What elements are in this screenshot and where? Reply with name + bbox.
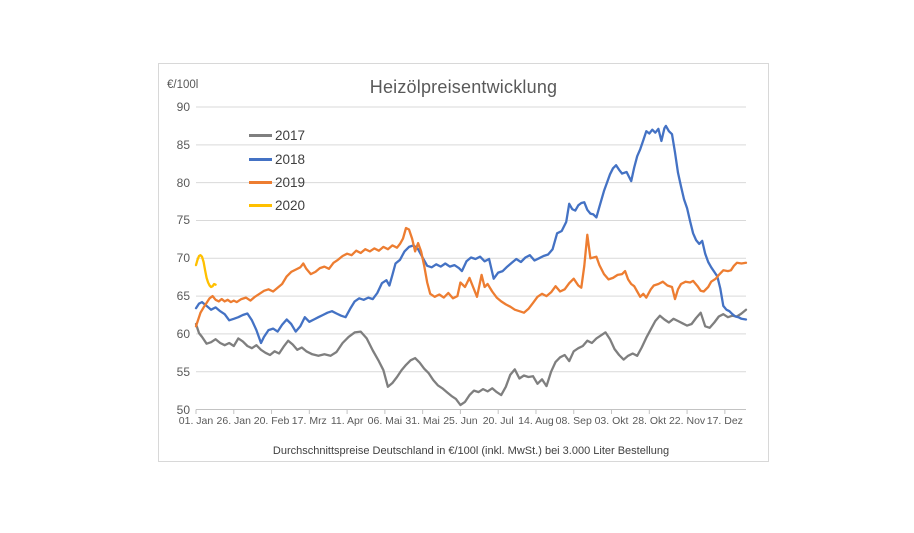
legend-line-swatch-2019 xyxy=(249,180,272,184)
series-line-2020 xyxy=(194,254,217,289)
y-tick-label: 75 xyxy=(176,213,190,228)
x-tick-label: 11. Apr xyxy=(330,415,364,427)
y-tick-label: 90 xyxy=(176,100,190,114)
chart-title: Heizölpreisentwicklung xyxy=(369,77,558,97)
legend-item-2018: 2018 xyxy=(249,147,305,170)
series-line-2018 xyxy=(194,124,748,345)
x-tick-label: 31. Mai xyxy=(405,415,440,427)
x-tick-label: 20. Feb xyxy=(253,415,290,427)
x-tick-label: 22. Nov xyxy=(668,415,706,427)
x-tick-label: 14. Aug xyxy=(518,415,554,427)
legend-item-2019: 2019 xyxy=(249,171,305,194)
x-tick-label: 01. Jan xyxy=(178,415,214,427)
y-tick-label: 65 xyxy=(176,289,190,304)
legend: 2017 2018 2019 2020 xyxy=(249,124,305,218)
y-tick-label: 85 xyxy=(176,137,190,152)
x-tick-label: 08. Sep xyxy=(555,415,592,427)
legend-label: 2017 xyxy=(275,128,306,144)
series-line-2019 xyxy=(194,226,748,328)
y-axis-unit-label: €/100l xyxy=(167,79,199,91)
legend-item-2017: 2017 xyxy=(249,124,305,147)
series-line-2017 xyxy=(194,308,748,407)
x-tick-label: 06. Mai xyxy=(367,415,403,427)
legend-line-swatch-2017 xyxy=(249,134,272,138)
legend-item-2020: 2020 xyxy=(249,194,305,217)
x-tick-label: 20. Jul xyxy=(482,415,514,427)
legend-label: 2020 xyxy=(275,198,306,214)
x-tick-label: 17. Mrz xyxy=(291,415,327,427)
legend-line-swatch-2018 xyxy=(249,157,272,161)
y-tick-label: 80 xyxy=(176,175,190,190)
x-tick-label: 26. Jan xyxy=(216,415,251,427)
heizoel-price-chart: Heizölpreisentwicklung €/100l 2017 2018 20… xyxy=(158,63,769,462)
y-tick-label: 55 xyxy=(176,364,190,379)
x-tick-label: 17. Dez xyxy=(706,415,743,427)
y-tick-label: 60 xyxy=(176,326,190,341)
legend-line-swatch-2020 xyxy=(249,204,272,208)
legend-label: 2018 xyxy=(275,151,306,167)
x-tick-label: 03. Okt xyxy=(594,415,629,427)
x-tick-label: 25. Jun xyxy=(443,415,478,427)
plot-svg xyxy=(194,106,748,414)
chart-footnote: Durchschnittspreise Deutschland in €/100… xyxy=(272,445,670,457)
x-tick-label: 28. Okt xyxy=(632,415,667,427)
legend-label: 2019 xyxy=(275,174,306,190)
y-tick-label: 70 xyxy=(176,251,190,266)
y-tick-label: 50 xyxy=(176,402,190,417)
